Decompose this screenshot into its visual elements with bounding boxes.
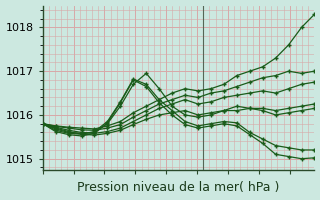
X-axis label: Pression niveau de la mer( hPa ): Pression niveau de la mer( hPa ) bbox=[77, 181, 280, 194]
